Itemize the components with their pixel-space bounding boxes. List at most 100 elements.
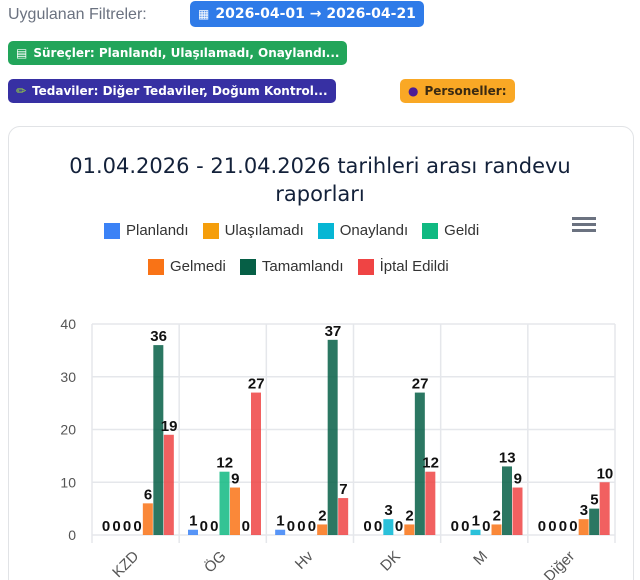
bar[interactable]	[338, 498, 349, 535]
bar[interactable]	[512, 487, 523, 535]
legend-swatch-icon	[357, 258, 374, 275]
data-label: 36	[150, 328, 167, 345]
bar[interactable]	[383, 519, 394, 535]
data-label: 9	[231, 471, 239, 488]
legend-item[interactable]: Gelmedi	[148, 258, 226, 275]
x-tick-label: Diğer	[541, 548, 578, 580]
data-label: 2	[493, 507, 501, 524]
legend-label: İptal Edildi	[379, 258, 449, 275]
bar[interactable]	[153, 345, 164, 535]
bar[interactable]	[188, 529, 198, 535]
legend-label: Geldi	[444, 222, 480, 239]
legend-item[interactable]: Ulaşılamadı	[202, 222, 304, 239]
date-range-filter-chip[interactable]: ▦ 2026-04-01 → 2026-04-21	[190, 1, 424, 27]
bar[interactable]	[142, 503, 153, 535]
x-tick-label: KZD	[109, 548, 142, 580]
data-label: 27	[248, 376, 265, 393]
bar[interactable]	[327, 339, 338, 535]
data-label: 3	[384, 502, 392, 519]
bar[interactable]	[578, 519, 589, 535]
data-label: 0	[461, 518, 469, 535]
legend-item[interactable]: Planlandı	[104, 222, 189, 239]
data-label: 12	[216, 455, 233, 472]
legend-swatch-icon	[317, 222, 334, 239]
data-label: 13	[499, 449, 516, 466]
data-label: 0	[451, 518, 459, 535]
legend-item[interactable]: Geldi	[422, 222, 479, 239]
data-label: 0	[374, 518, 382, 535]
data-label: 7	[339, 481, 347, 498]
data-label: 0	[200, 518, 208, 535]
legend-swatch-icon	[202, 222, 219, 239]
bar[interactable]	[425, 471, 436, 535]
legend-item[interactable]: İptal Edildi	[357, 258, 449, 275]
bar[interactable]	[230, 487, 240, 535]
bar[interactable]	[404, 524, 415, 535]
data-label: 0	[210, 518, 218, 535]
bar[interactable]	[470, 529, 481, 535]
data-label: 0	[538, 518, 546, 535]
data-label: 0	[395, 518, 403, 535]
x-tick-label: DK	[377, 548, 404, 575]
data-label: 9	[514, 471, 522, 488]
data-label: 1	[276, 513, 284, 530]
data-label: 0	[123, 518, 131, 535]
data-label: 10	[597, 465, 614, 482]
bar[interactable]	[491, 524, 502, 535]
data-label: 37	[325, 323, 342, 340]
legend-item[interactable]: Onaylandı	[317, 222, 408, 239]
bar[interactable]	[414, 392, 425, 535]
data-label: 0	[363, 518, 371, 535]
data-label: 3	[580, 502, 588, 519]
applied-filters-label: Uygulanan Filtreler:	[8, 6, 147, 23]
bar[interactable]	[219, 471, 230, 535]
syringe-icon: ✏	[16, 84, 27, 98]
data-label: 0	[569, 518, 577, 535]
user-icon: ●	[408, 84, 419, 98]
data-label: 2	[318, 507, 326, 524]
data-label: 5	[590, 492, 598, 509]
bar[interactable]	[275, 529, 286, 535]
process-filter-text: Süreçler: Planlandı, Ulaşılamadı, Onayla…	[33, 46, 340, 60]
bar[interactable]	[599, 482, 610, 535]
x-tick-label: M	[470, 548, 491, 569]
bar[interactable]	[251, 392, 261, 535]
legend-label: Ulaşılamadı	[224, 222, 304, 239]
data-label: 2	[405, 507, 413, 524]
y-tick-label: 40	[60, 316, 76, 332]
process-filter-chip[interactable]: ▤ Süreçler: Planlandı, Ulaşılamadı, Onay…	[8, 41, 348, 65]
legend-swatch-icon	[104, 222, 120, 239]
treatment-filter-chip[interactable]: ✏ Tedaviler: Diğer Tedaviler, Doğum Kont…	[8, 79, 336, 103]
data-label: 27	[412, 376, 429, 393]
data-label: 0	[287, 518, 295, 535]
bar[interactable]	[163, 434, 174, 535]
legend-item[interactable]: Tamamlandı	[239, 258, 344, 275]
x-tick-label: ÖG	[200, 547, 229, 576]
data-label: 0	[102, 518, 110, 535]
data-label: 0	[112, 518, 120, 535]
data-label: 19	[161, 418, 178, 435]
data-label: 0	[559, 518, 567, 535]
data-label: 12	[422, 455, 439, 472]
bar[interactable]	[317, 524, 328, 535]
chart-icon: ▤	[16, 46, 28, 60]
bar[interactable]	[589, 508, 600, 535]
data-label: 0	[548, 518, 556, 535]
chart-card	[8, 126, 634, 580]
y-tick-label: 30	[60, 369, 76, 385]
legend-swatch-icon	[422, 222, 439, 239]
chart-title-text: 01.04.2026 - 21.04.2026 tarihleri arası …	[69, 154, 571, 206]
data-label: 0	[482, 518, 490, 535]
legend-label: Tamamlandı	[261, 258, 344, 275]
chart-legend-row-2: Gelmedi Tamamlandı İptal Edildi	[148, 258, 449, 275]
date-range-text: 2026-04-01 → 2026-04-21	[215, 6, 416, 22]
bar[interactable]	[502, 466, 512, 535]
x-tick-label: Hv	[292, 547, 317, 572]
staff-filter-text: Personeller:	[424, 84, 507, 98]
data-label: 0	[297, 518, 305, 535]
hamburger-menu-icon[interactable]	[572, 217, 596, 233]
data-label: 1	[189, 513, 197, 530]
calendar-icon: ▦	[198, 7, 210, 21]
staff-filter-chip[interactable]: ● Personeller:	[400, 79, 515, 103]
